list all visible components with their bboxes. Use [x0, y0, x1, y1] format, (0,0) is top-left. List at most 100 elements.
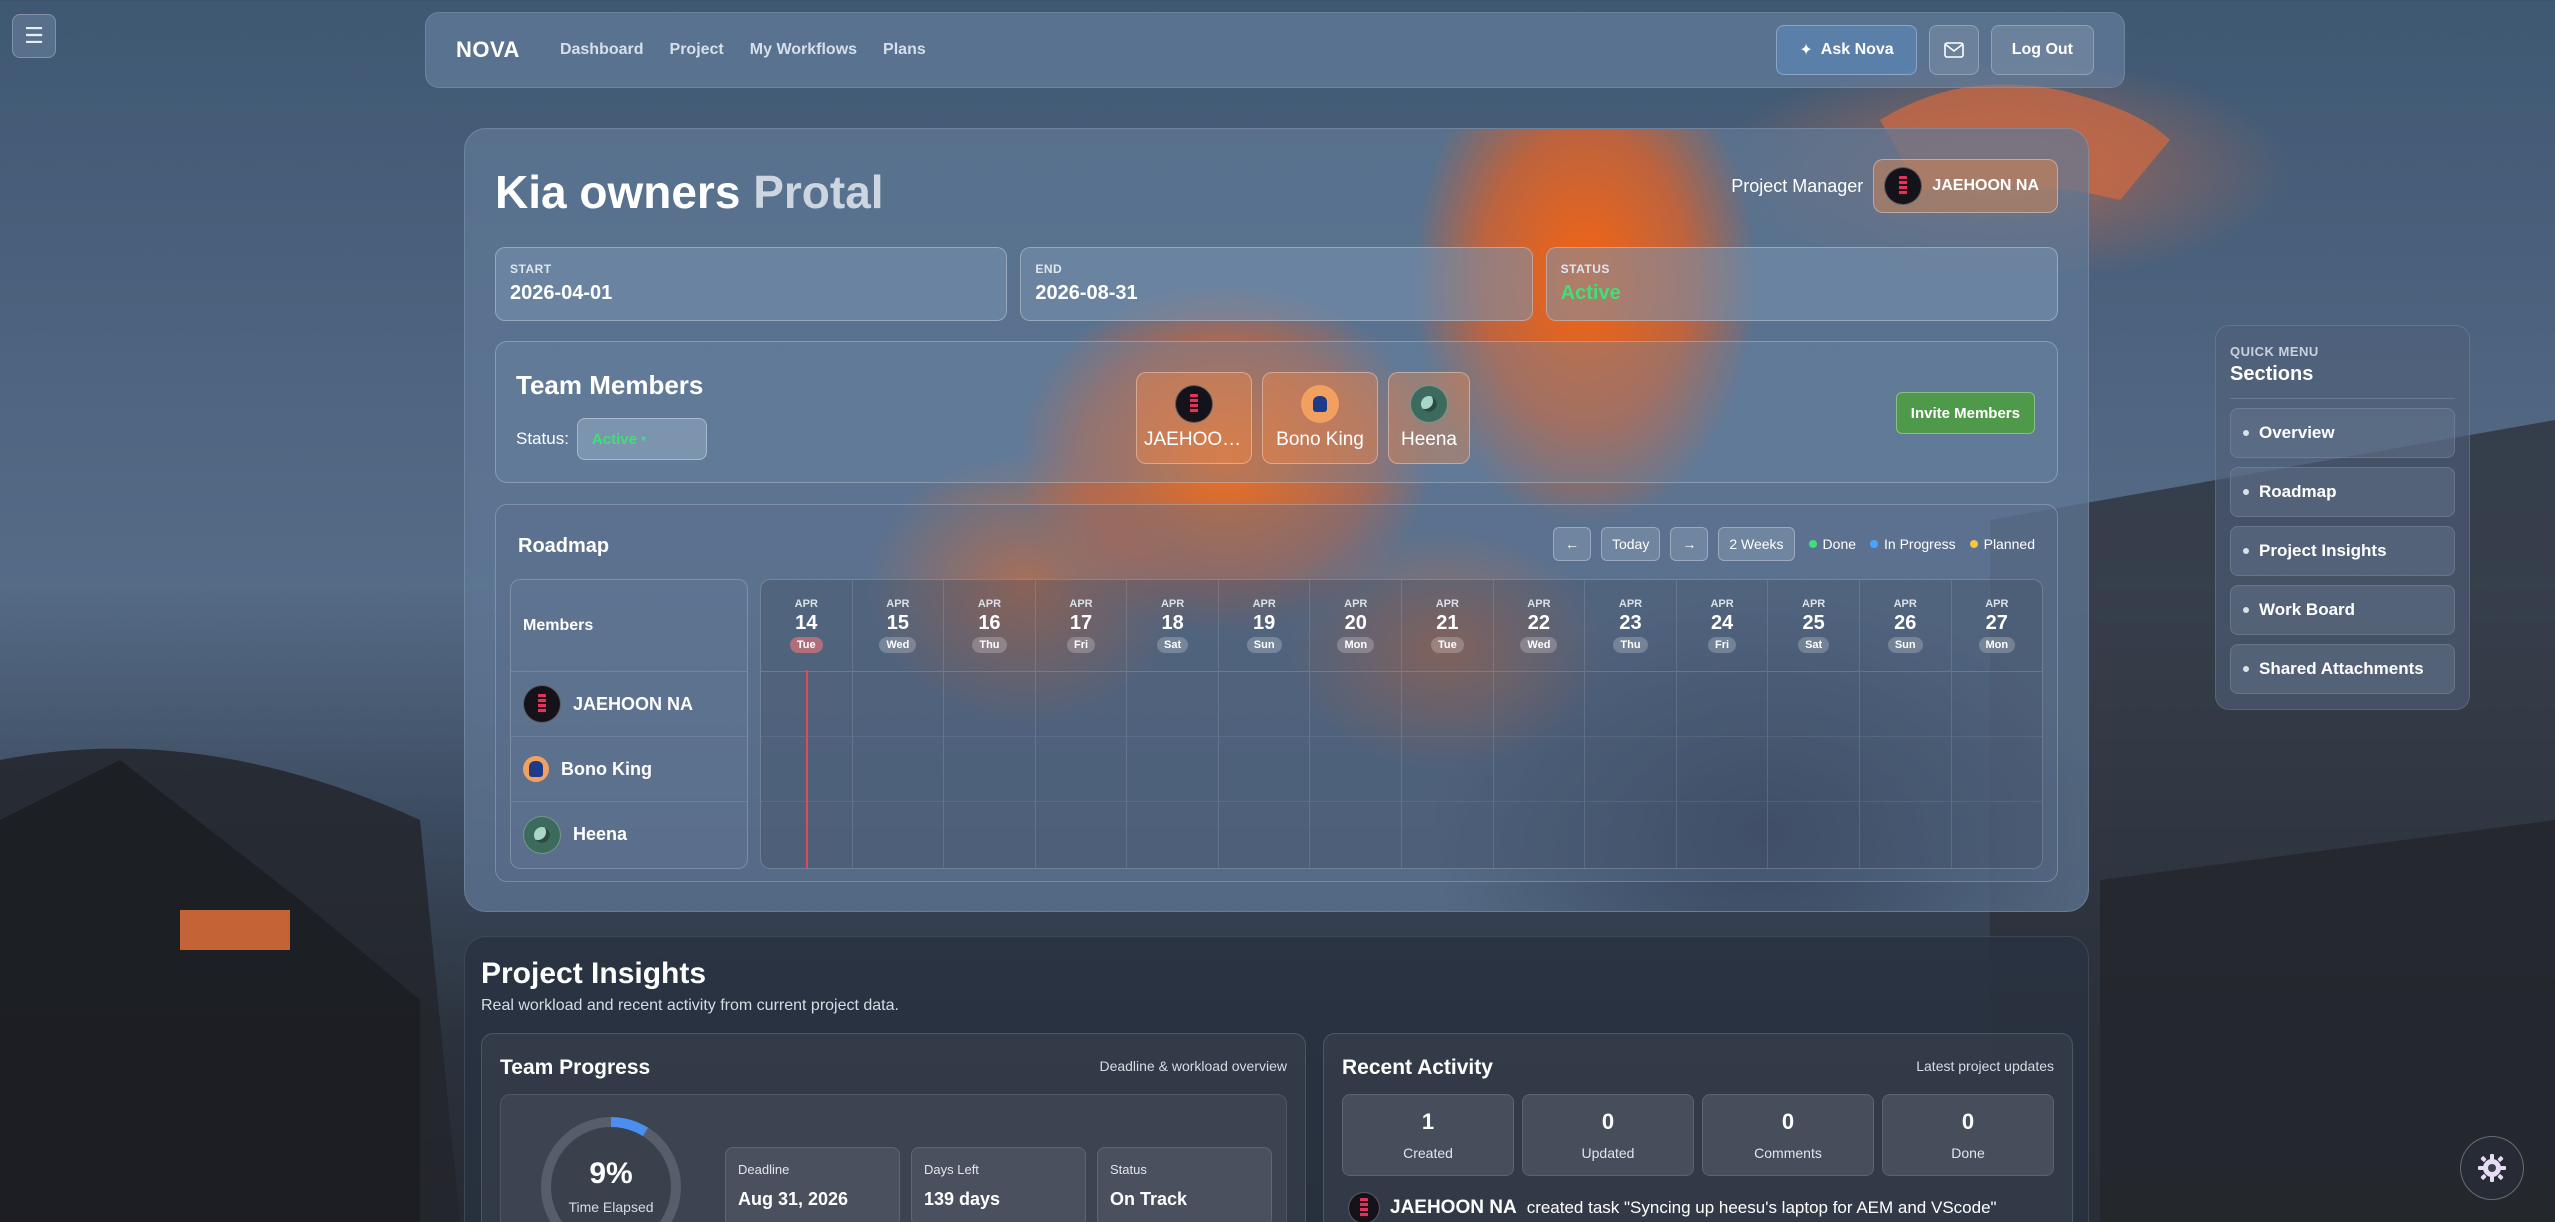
roadmap-cell[interactable] [944, 737, 1035, 802]
roadmap-cell[interactable] [1127, 737, 1218, 802]
roadmap-cell[interactable] [1402, 737, 1493, 802]
roadmap-cell[interactable] [1585, 672, 1676, 737]
activity-entry[interactable]: JAEHOON NA created task "Syncing up hees… [1348, 1192, 1997, 1222]
start-date-field[interactable]: START 2026-04-01 [495, 247, 1008, 321]
roadmap-cell[interactable] [1127, 672, 1218, 737]
roadmap-cell[interactable] [1859, 737, 1951, 802]
day-weekday: Tue [1430, 637, 1464, 653]
roadmap-cell[interactable] [1402, 802, 1493, 867]
roadmap-cell[interactable] [1035, 672, 1127, 737]
roadmap-cell[interactable] [1127, 802, 1218, 867]
nav-link-plans[interactable]: Plans [883, 41, 926, 58]
roadmap-day-column[interactable]: APR 27 Mon [1951, 580, 2042, 868]
day-header: APR 24 Fri [1676, 580, 1768, 672]
avatar [1175, 385, 1213, 423]
roadmap-cell[interactable] [1951, 672, 2042, 737]
quick-menu-item-overview[interactable]: Overview [2230, 408, 2455, 458]
prev-button[interactable]: ← [1552, 527, 1591, 561]
roadmap-day-column[interactable]: APR 20 Mon [1310, 580, 1403, 868]
roadmap-cell[interactable] [1494, 802, 1585, 867]
roadmap-cell[interactable] [944, 672, 1035, 737]
day-weekday: Mon [1978, 637, 2016, 653]
status-field[interactable]: STATUS Active [1545, 247, 2058, 321]
roadmap-cell[interactable] [1402, 672, 1493, 737]
roadmap-cell[interactable] [1768, 802, 1859, 867]
member-card[interactable]: Heena [1388, 372, 1470, 464]
roadmap-cell[interactable] [1218, 737, 1310, 802]
roadmap-cell[interactable] [852, 672, 944, 737]
roadmap-cell[interactable] [1035, 737, 1127, 802]
roadmap-day-column[interactable]: APR 24 Fri [1676, 580, 1769, 868]
roadmap-cell[interactable] [1493, 672, 1585, 737]
roadmap-cell[interactable] [1036, 802, 1127, 867]
roadmap-day-column[interactable]: APR 25 Sat [1768, 580, 1860, 868]
logout-button[interactable]: Log Out [1990, 25, 2094, 75]
mail-button[interactable] [1928, 25, 1979, 75]
quick-menu-item-roadmap[interactable]: Roadmap [2230, 467, 2455, 517]
nav-link-dashboard[interactable]: Dashboard [559, 41, 644, 58]
roadmap-cell[interactable] [1951, 737, 2042, 802]
team-status-select[interactable]: Active ▾ [576, 418, 707, 460]
deadline-value: Aug 31, 2026 [738, 1189, 849, 1209]
roadmap-cell[interactable] [944, 802, 1035, 867]
invite-members-button[interactable]: Invite Members [1895, 392, 2035, 434]
next-button[interactable]: → [1670, 527, 1709, 561]
roadmap-cell[interactable] [1585, 737, 1676, 802]
today-marker-line [806, 670, 808, 868]
roadmap-day-column[interactable]: APR 19 Sun [1218, 580, 1311, 868]
nav-link-my-workflows[interactable]: My Workflows [749, 41, 858, 58]
roadmap-member-row[interactable]: JAEHOON NA [511, 672, 747, 737]
roadmap-day-column[interactable]: APR 17 Fri [1035, 580, 1128, 868]
roadmap-day-column[interactable]: APR 22 Wed [1493, 580, 1586, 868]
roadmap-cell[interactable] [1768, 737, 1859, 802]
range-select-button[interactable]: 2 Weeks [1718, 527, 1795, 561]
roadmap-day-column[interactable]: APR 23 Thu [1585, 580, 1677, 868]
roadmap-cell[interactable] [1310, 737, 1402, 802]
roadmap-cell[interactable] [1676, 672, 1768, 737]
project-title-main: Kia owners [495, 166, 741, 218]
member-name: Heena [573, 824, 628, 844]
roadmap-cell[interactable] [1310, 802, 1401, 867]
member-name: Bono King [561, 758, 652, 779]
roadmap-cell[interactable] [852, 737, 944, 802]
roadmap-day-column[interactable]: APR 16 Thu [944, 580, 1036, 868]
roadmap-day-column[interactable]: APR 21 Tue [1402, 580, 1494, 868]
menu-toggle-button[interactable]: ☰ [12, 14, 56, 58]
roadmap-cell[interactable] [1219, 802, 1310, 867]
roadmap-cell[interactable] [1310, 672, 1402, 737]
quick-menu-item-project-insights[interactable]: Project Insights [2230, 526, 2455, 576]
roadmap-cell[interactable] [1493, 737, 1585, 802]
ask-nova-button[interactable]: ✦ Ask Nova [1776, 25, 1917, 75]
member-card[interactable]: Bono King [1262, 372, 1378, 464]
today-button[interactable]: Today [1600, 527, 1661, 561]
member-card[interactable]: JAEHOON NA [1136, 372, 1252, 464]
roadmap-member-row[interactable]: Bono King [511, 737, 747, 802]
roadmap-cell[interactable] [1768, 672, 1859, 737]
roadmap-day-column[interactable]: APR 14 Tue [761, 580, 853, 868]
member-name: Heena [1401, 429, 1457, 450]
roadmap-cell[interactable] [1860, 802, 1951, 867]
roadmap-day-column[interactable]: APR 15 Wed [852, 580, 945, 868]
roadmap-cell[interactable] [1677, 802, 1768, 867]
quick-menu-item-shared-attachments[interactable]: Shared Attachments [2230, 644, 2455, 694]
day-month: APR [1710, 598, 1734, 610]
roadmap-cell[interactable] [853, 802, 944, 867]
project-manager-chip[interactable]: JAEHOON NA [1873, 159, 2058, 213]
nav-link-project[interactable]: Project [669, 41, 724, 58]
roadmap-timeline-grid[interactable]: APR 14 Tue APR 15 Wed APR 16 Thu APR 17 Fri APR 18 Sat… [760, 579, 2043, 869]
roadmap-cell[interactable] [1218, 672, 1310, 737]
roadmap-day-column[interactable]: APR 18 Sat [1127, 580, 1219, 868]
recent-activity-caption: Latest project updates [1916, 1058, 2054, 1074]
roadmap-cell[interactable] [1952, 802, 2042, 867]
end-date-field[interactable]: END 2026-08-31 [1020, 247, 1533, 321]
day-month: APR [1618, 598, 1643, 610]
roadmap-cell[interactable] [1859, 672, 1951, 737]
roadmap-cell[interactable] [1585, 802, 1676, 867]
settings-button[interactable] [2460, 1136, 2524, 1200]
roadmap-day-column[interactable]: APR 26 Sun [1859, 580, 1952, 868]
brand-logo[interactable]: NOVA [456, 37, 520, 62]
roadmap-cell[interactable] [1676, 737, 1768, 802]
quick-menu-item-work-board[interactable]: Work Board [2230, 585, 2455, 635]
day-number: 15 [886, 612, 909, 634]
roadmap-member-row[interactable]: Heena [511, 802, 747, 867]
